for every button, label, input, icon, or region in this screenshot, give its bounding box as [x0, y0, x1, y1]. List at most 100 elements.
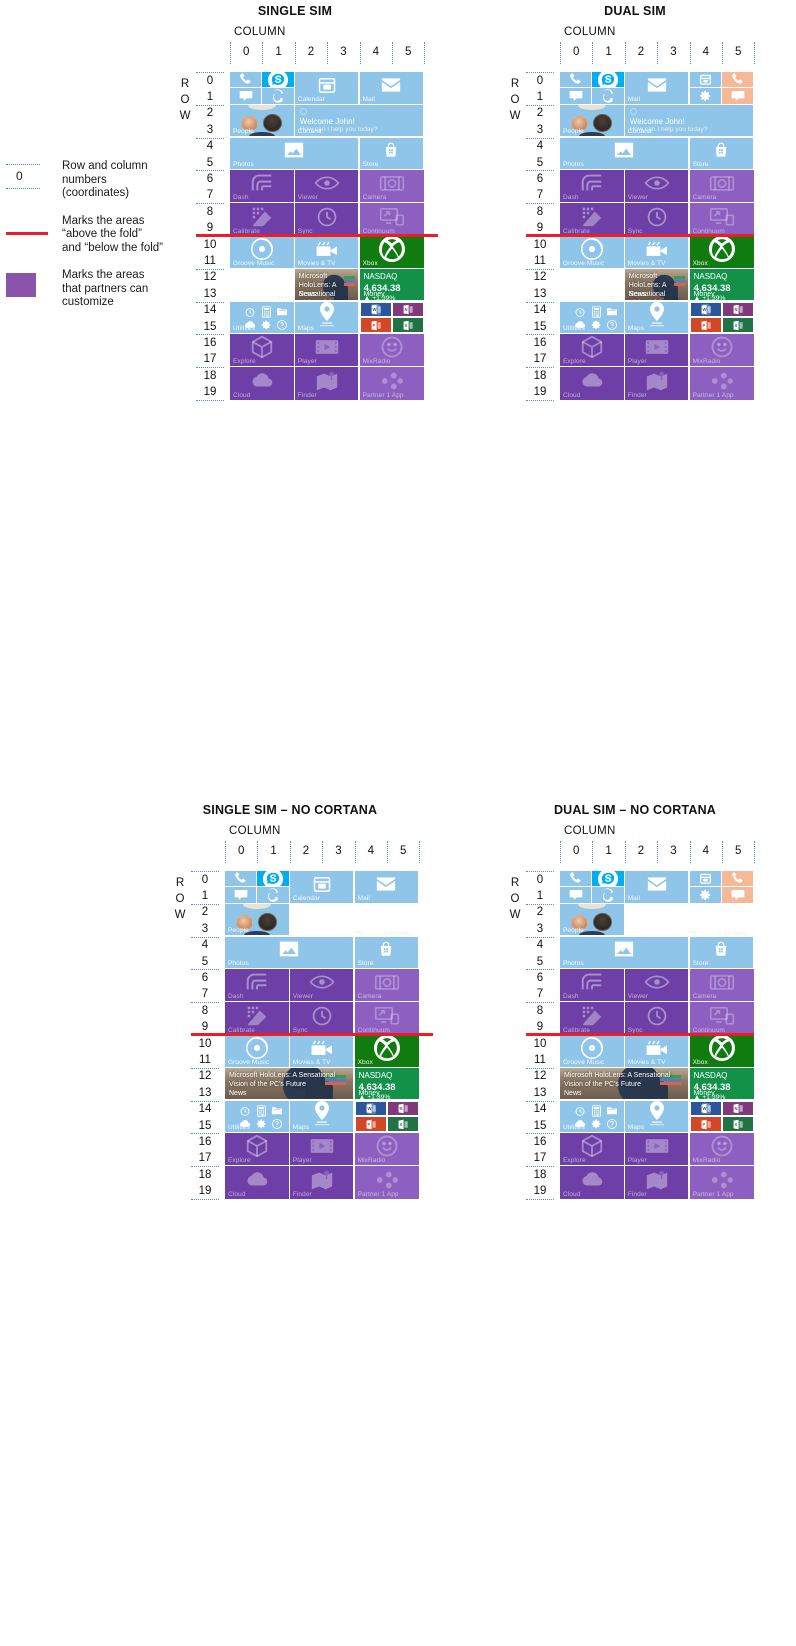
tile-partner-app[interactable]: Partner 1 App: [354, 1166, 420, 1199]
tile-onenote[interactable]: N: [386, 1100, 420, 1117]
tile-cloud[interactable]: Cloud: [560, 367, 624, 400]
tile-skype[interactable]: [262, 72, 294, 88]
tile-maps[interactable]: Maps: [624, 1100, 689, 1133]
tile-groove-music[interactable]: Groove Music: [230, 236, 294, 268]
tile-sync[interactable]: Sync: [624, 1002, 689, 1035]
tile-store[interactable]: Store: [359, 137, 424, 170]
tile-phone-sim2[interactable]: [722, 871, 754, 887]
tile-finder[interactable]: Finder: [294, 367, 359, 400]
tile-word[interactable]: W: [689, 1100, 722, 1117]
tile-camera[interactable]: Camera: [354, 969, 420, 1001]
tile-word[interactable]: W: [359, 301, 392, 318]
tile-people[interactable]: People: [230, 104, 294, 137]
tile-explore[interactable]: Explore: [560, 334, 624, 366]
tile-movies-tv[interactable]: Movies & TV: [624, 1035, 689, 1067]
tile-word[interactable]: W: [689, 301, 722, 318]
tile-onenote[interactable]: N: [721, 1100, 755, 1117]
tile-cloud[interactable]: Cloud: [230, 367, 294, 400]
tile-people[interactable]: People: [560, 104, 624, 137]
tile-camera[interactable]: Camera: [359, 170, 425, 202]
tile-ppt[interactable]: P: [354, 1116, 387, 1133]
tile-mixradio[interactable]: MixRadio: [689, 334, 755, 366]
tile-utilities[interactable]: Utilities: [560, 1100, 624, 1133]
tile-maps[interactable]: Maps: [624, 301, 689, 334]
tile-ppt[interactable]: P: [689, 1116, 722, 1133]
tile-viewer[interactable]: Viewer: [624, 969, 689, 1001]
tile-onenote[interactable]: N: [391, 301, 425, 318]
tile-messaging[interactable]: [560, 88, 592, 104]
tile-phone[interactable]: [560, 72, 592, 88]
tile-sync[interactable]: Sync: [289, 1002, 354, 1035]
tile-photos[interactable]: Photos: [225, 936, 354, 969]
tile-people[interactable]: People: [560, 903, 624, 936]
tile-viewer[interactable]: Viewer: [624, 170, 689, 202]
tile-mail[interactable]: Mail: [624, 871, 689, 903]
tile-partner-app[interactable]: Partner 1 App: [689, 1166, 755, 1199]
tile-ppt[interactable]: P: [359, 317, 392, 334]
tile-cloud[interactable]: Cloud: [560, 1166, 624, 1199]
tile-viewer[interactable]: Viewer: [294, 170, 359, 202]
tile-ppt[interactable]: P: [689, 317, 722, 334]
tile-finder[interactable]: Finder: [624, 367, 689, 400]
tile-utilities[interactable]: Utilities: [230, 301, 294, 334]
tile-calibrate[interactable]: Calibrate: [560, 203, 624, 236]
tile-camera[interactable]: Camera: [689, 170, 755, 202]
tile-calendar[interactable]: [689, 871, 721, 887]
tile-news[interactable]: Microsoft HoloLens: A Sensational Vision…: [560, 1067, 689, 1100]
tile-explore[interactable]: Explore: [230, 334, 294, 366]
tile-mixradio[interactable]: MixRadio: [359, 334, 425, 366]
tile-sync[interactable]: Sync: [294, 203, 359, 236]
tile-continuum[interactable]: Continuum: [689, 1002, 755, 1035]
tile-phone-sim2[interactable]: [722, 72, 754, 88]
tile-edge[interactable]: [592, 88, 624, 104]
tile-calibrate[interactable]: Calibrate: [225, 1002, 289, 1035]
tile-movies-tv[interactable]: Movies & TV: [289, 1035, 354, 1067]
tile-movies-tv[interactable]: Movies & TV: [294, 236, 359, 268]
tile-dash[interactable]: Dash: [560, 170, 624, 202]
tile-messaging-sim2[interactable]: [722, 887, 754, 903]
tile-finder[interactable]: Finder: [624, 1166, 689, 1199]
tile-groove-music[interactable]: Groove Music: [225, 1035, 289, 1067]
tile-messaging-sim2[interactable]: [722, 88, 754, 104]
tile-mixradio[interactable]: MixRadio: [354, 1133, 420, 1165]
tile-dash[interactable]: Dash: [230, 170, 294, 202]
tile-dash[interactable]: Dash: [560, 969, 624, 1001]
tile-mail[interactable]: Mail: [354, 871, 419, 903]
tile-groove-music[interactable]: Groove Music: [560, 1035, 624, 1067]
tile-viewer[interactable]: Viewer: [289, 969, 354, 1001]
tile-messaging[interactable]: [230, 88, 262, 104]
tile-calendar[interactable]: [689, 72, 721, 88]
tile-messaging[interactable]: [225, 887, 257, 903]
tile-onenote[interactable]: N: [721, 301, 755, 318]
tile-edge[interactable]: [592, 887, 624, 903]
tile-mail[interactable]: Mail: [624, 72, 689, 104]
tile-groove-music[interactable]: Groove Music: [560, 236, 624, 268]
tile-maps[interactable]: Maps: [289, 1100, 354, 1133]
tile-xbox[interactable]: Xbox: [689, 1035, 755, 1067]
tile-player[interactable]: Player: [624, 1133, 689, 1165]
tile-dash[interactable]: Dash: [225, 969, 289, 1001]
tile-calibrate[interactable]: Calibrate: [230, 203, 294, 236]
tile-mixradio[interactable]: MixRadio: [689, 1133, 755, 1165]
tile-cortana[interactable]: Welcome John! How can I help you today? Co…: [294, 104, 424, 137]
tile-skype[interactable]: [592, 871, 624, 887]
tile-partner-app[interactable]: Partner 1 App: [359, 367, 425, 400]
tile-phone[interactable]: [225, 871, 257, 887]
tile-messaging[interactable]: [560, 887, 592, 903]
tile-calibrate[interactable]: Calibrate: [560, 1002, 624, 1035]
tile-excel[interactable]: X: [386, 1116, 420, 1133]
tile-edge[interactable]: [257, 887, 289, 903]
tile-xbox[interactable]: Xbox: [359, 236, 425, 268]
tile-skype[interactable]: [257, 871, 289, 887]
tile-store[interactable]: Store: [689, 936, 754, 969]
tile-phone[interactable]: [560, 871, 592, 887]
tile-excel[interactable]: X: [721, 317, 755, 334]
tile-sync[interactable]: Sync: [624, 203, 689, 236]
tile-utilities[interactable]: Utilities: [560, 301, 624, 334]
